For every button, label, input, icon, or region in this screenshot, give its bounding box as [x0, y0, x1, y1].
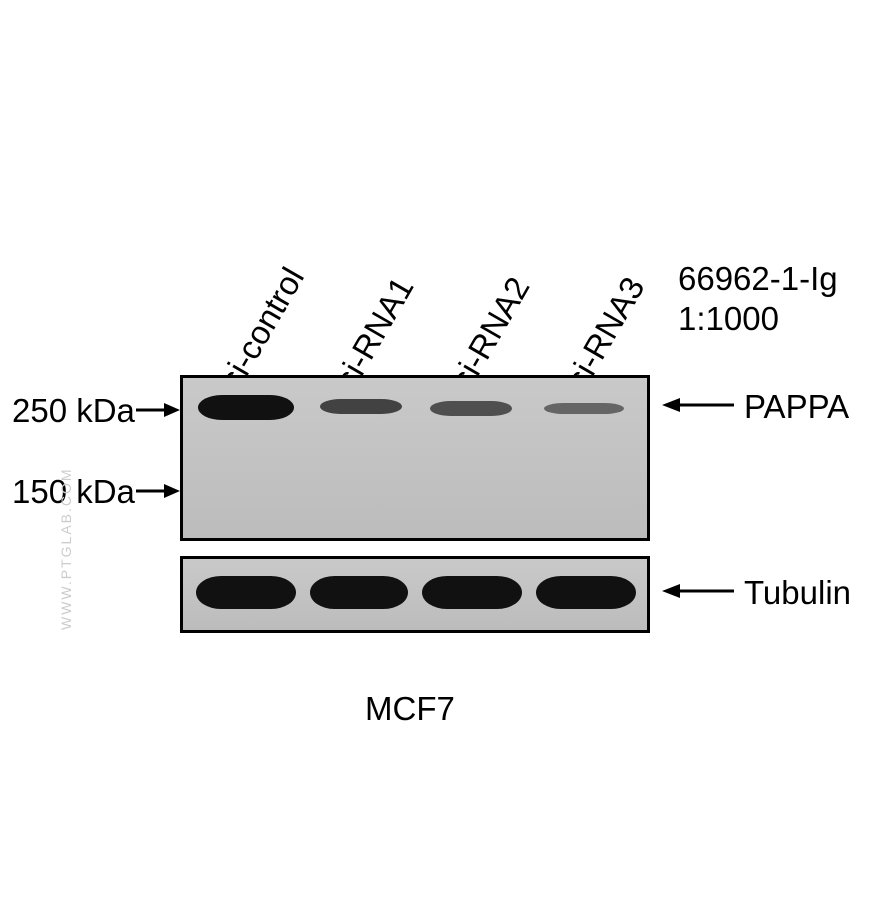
cell-line-label: MCF7	[365, 690, 455, 728]
band-pappa-lane1	[198, 395, 294, 420]
band-pappa-lane4	[544, 403, 624, 414]
band-pappa-lane3	[430, 401, 512, 416]
antibody-catalog: 66962-1-Ig	[678, 260, 838, 298]
mw-arrow-150-icon	[136, 482, 180, 500]
mw-label-250: 250 kDa	[12, 392, 135, 430]
band-tubulin-lane2	[310, 576, 408, 609]
target-label-tubulin: Tubulin	[744, 574, 851, 612]
tubulin-arrow-icon	[662, 582, 734, 600]
antibody-dilution: 1:1000	[678, 300, 779, 338]
band-tubulin-lane3	[422, 576, 522, 609]
western-blot-figure: si-control si-RNA1 si-RNA2 si-RNA3 66962…	[0, 0, 880, 903]
watermark-text: WWW.PTGLAB.COM	[58, 467, 74, 630]
target-label-pappa: PAPPA	[744, 388, 849, 426]
band-pappa-lane2	[320, 399, 402, 414]
band-tubulin-lane1	[196, 576, 296, 609]
mw-arrow-250-icon	[136, 401, 180, 419]
pappa-arrow-icon	[662, 396, 734, 414]
band-tubulin-lane4	[536, 576, 636, 609]
